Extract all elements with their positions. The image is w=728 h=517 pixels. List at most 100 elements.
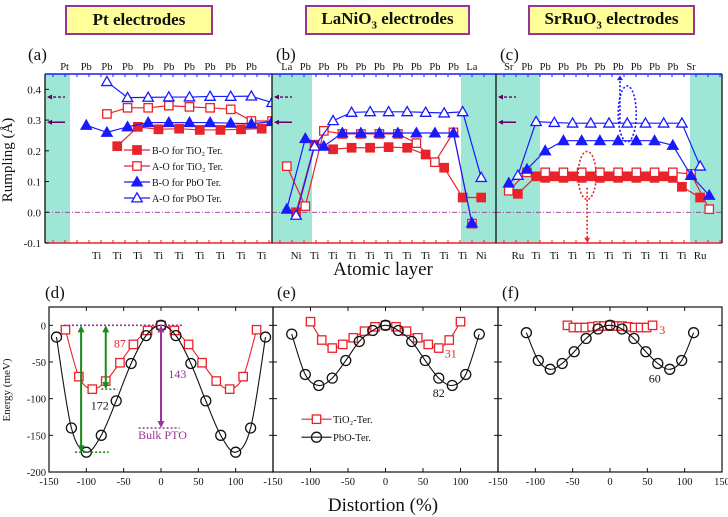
data-point (224, 89, 238, 101)
x-tick-label: -100 (301, 477, 320, 488)
x-tick-label: -100 (77, 477, 96, 488)
panel-label: (f) (502, 283, 519, 302)
y-tick-label: 0.3 (27, 115, 41, 127)
data-point (236, 124, 246, 135)
fit-curve (291, 324, 480, 387)
bottom-atom-label: Ti (133, 250, 142, 262)
data-point (420, 149, 431, 160)
data-point (183, 116, 196, 128)
data-point (224, 384, 235, 394)
top-atom-label: Pb (649, 62, 660, 73)
data-point (317, 139, 331, 151)
data-point (666, 138, 680, 150)
data-point (174, 123, 184, 134)
data-point (411, 138, 422, 148)
data-point (616, 323, 628, 335)
x-tick-label: 0 (607, 477, 612, 488)
data-point (140, 329, 152, 342)
data-point (620, 116, 634, 128)
x-tick-label: -100 (526, 477, 545, 488)
top-atom-label: Pb (667, 62, 678, 73)
arrowhead (77, 445, 85, 453)
x-tick-label: 0 (383, 477, 388, 488)
data-point (383, 142, 394, 152)
top-atom-label: Pb (318, 62, 329, 73)
annotation-143: 143 (168, 367, 186, 381)
top-atom-label: Pb (355, 62, 366, 73)
bottom-atom-label: Ni (291, 250, 302, 262)
legend-label: B-O for TiO₂ Ter. (152, 146, 222, 157)
data-point (299, 368, 311, 381)
bottom-atom-label: Ti (216, 250, 225, 262)
y-tick-label: -200 (27, 468, 46, 479)
bottom-atom-label: Ti (677, 250, 686, 262)
data-point (100, 125, 114, 137)
data-point (382, 105, 395, 117)
data-point (238, 371, 248, 382)
data-point (604, 171, 614, 182)
data-point (664, 363, 676, 375)
legend-label: A-O for TiO₂ Ter. (152, 162, 223, 173)
data-point (245, 89, 258, 101)
data-point (141, 116, 155, 128)
panel-label: (a) (28, 45, 47, 64)
data-point (702, 188, 716, 200)
x-tick-label: -150 (39, 477, 58, 488)
bottom-atom-label: Ru (511, 250, 524, 262)
data-point (446, 379, 458, 392)
bottom-atom-label: Ti (568, 250, 577, 262)
x-tick-label: 0 (158, 477, 163, 488)
data-point (433, 343, 444, 353)
data-point (502, 176, 516, 188)
bulk-arrowhead (274, 119, 279, 125)
data-point (197, 357, 207, 368)
top-atom-label: Pb (558, 62, 569, 73)
bottom-atom-label: Ti (365, 250, 374, 262)
bottom-atom-label: Ti (384, 250, 393, 262)
data-point (326, 114, 340, 126)
top-atom-label: La (281, 62, 292, 73)
legend-label: TiO₂-Ter. (333, 415, 373, 426)
data-point (256, 123, 267, 134)
title-lanio3-electrodes: LaNiO3 electrodes (305, 5, 470, 35)
data-point (348, 332, 359, 343)
data-point (162, 90, 176, 102)
data-point (549, 171, 560, 182)
data-point (112, 141, 123, 152)
data-point (676, 354, 688, 367)
y-tick-label: 0 (41, 321, 46, 332)
data-point (115, 357, 125, 368)
data-point (677, 181, 687, 192)
data-point (639, 116, 652, 128)
arrowhead (77, 325, 85, 333)
data-point (60, 324, 71, 335)
annotation-31: 31 (445, 347, 457, 361)
data-point (316, 335, 327, 345)
data-point (365, 142, 375, 153)
legend-marker (130, 191, 144, 203)
data-point (225, 104, 236, 115)
panel-e: (e) -150 -100 -50 0 50 100 31 82 TiO₂-Ter. PbO-Ter… (263, 283, 499, 488)
legend-marker (130, 175, 144, 187)
data-point (211, 376, 222, 386)
data-point (299, 132, 312, 144)
data-point (585, 171, 596, 182)
highlight-ellipse (617, 85, 638, 143)
data-point (622, 171, 633, 182)
data-point (391, 126, 405, 138)
bottom-atom-label: Ti (458, 250, 467, 262)
data-point (203, 116, 217, 128)
bottom-atom-label: Ti (236, 250, 245, 262)
bulk-arrowhead (47, 119, 52, 125)
y-tick-label: 0.4 (27, 84, 41, 96)
data-point (558, 167, 569, 178)
bottom-atom-label: Ti (257, 250, 266, 262)
top-atom-label: Pb (184, 62, 195, 73)
data-point (437, 106, 451, 118)
data-point (460, 368, 472, 381)
bottom-atom-label: Ti (328, 250, 337, 262)
panel-d: (d)-150 -100 -50 0 50 100-200-150-100-5008717… (27, 283, 274, 488)
x-tick-label: -50 (566, 477, 580, 488)
data-point (557, 134, 570, 146)
data-point (102, 109, 112, 119)
